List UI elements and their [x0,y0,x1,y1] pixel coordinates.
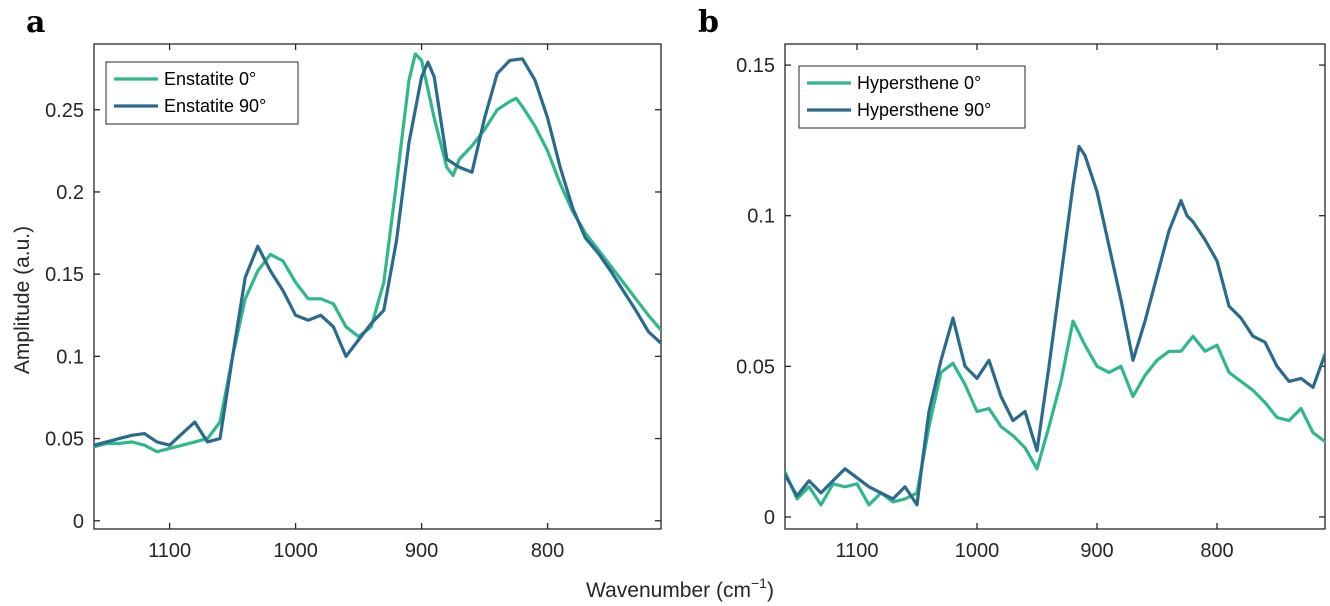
x-tick-label: 1100 [835,540,878,562]
panel-a: 1100 1000 900 800 0 0.05 0.1 0.15 0.2 0.25 Enstati… [45,43,662,562]
legend-box [105,61,299,125]
panel-b: 1100 1000 900 800 0 0.05 0.1 0.15 Hypersthene 0°… [736,43,1326,562]
x-tick-label: 800 [1200,540,1233,562]
y-tick-label: 0.1 [56,346,84,368]
series-line-green [94,52,661,454]
y-tick-label: 0.15 [736,55,775,77]
legend-box [798,65,1026,129]
legend: Hypersthene 0° Hypersthene 90° [798,65,1026,129]
y-tick-label: 0.2 [56,182,84,204]
x-axis-title-close: ) [767,579,774,602]
y-tick-label: 0.05 [45,429,84,451]
y-tick-label: 0 [764,507,775,529]
legend-label: Enstatite 0° [164,69,256,89]
plot-frame [784,43,1326,530]
legend: Enstatite 0° Enstatite 90° [105,61,299,125]
x-tick-label: 1000 [273,540,318,562]
series-line-blue [785,144,1325,507]
y-tick-label: 0.15 [45,264,84,286]
panel-letter-b: b [698,5,719,40]
x-axis-title: Wavenumber (cm−1) [586,575,774,602]
legend-label: Hypersthene 90° [857,100,991,120]
x-tick-label: 900 [405,540,438,562]
x-tick-label: 900 [1080,540,1113,562]
series-line-blue [94,57,661,447]
y-axis-title: Amplitude (a.u.) [11,226,34,374]
series-line-green [785,319,1325,507]
legend-label: Hypersthene 0° [857,73,981,93]
y-tick-label: 0.1 [747,206,775,228]
panel-letter-a: a [26,5,45,40]
x-axis-title-sup: −1 [751,575,767,591]
legend-label: Enstatite 90° [164,96,266,116]
y-tick-label: 0 [73,511,84,533]
y-tick-label: 0.05 [736,356,775,378]
plot-frame [93,43,662,530]
x-axis-title-main: Wavenumber (cm [586,579,751,602]
x-tick-label: 800 [531,540,564,562]
x-tick-label: 1100 [148,540,191,562]
y-tick-label: 0.25 [45,100,84,122]
x-tick-label: 1000 [955,540,1000,562]
